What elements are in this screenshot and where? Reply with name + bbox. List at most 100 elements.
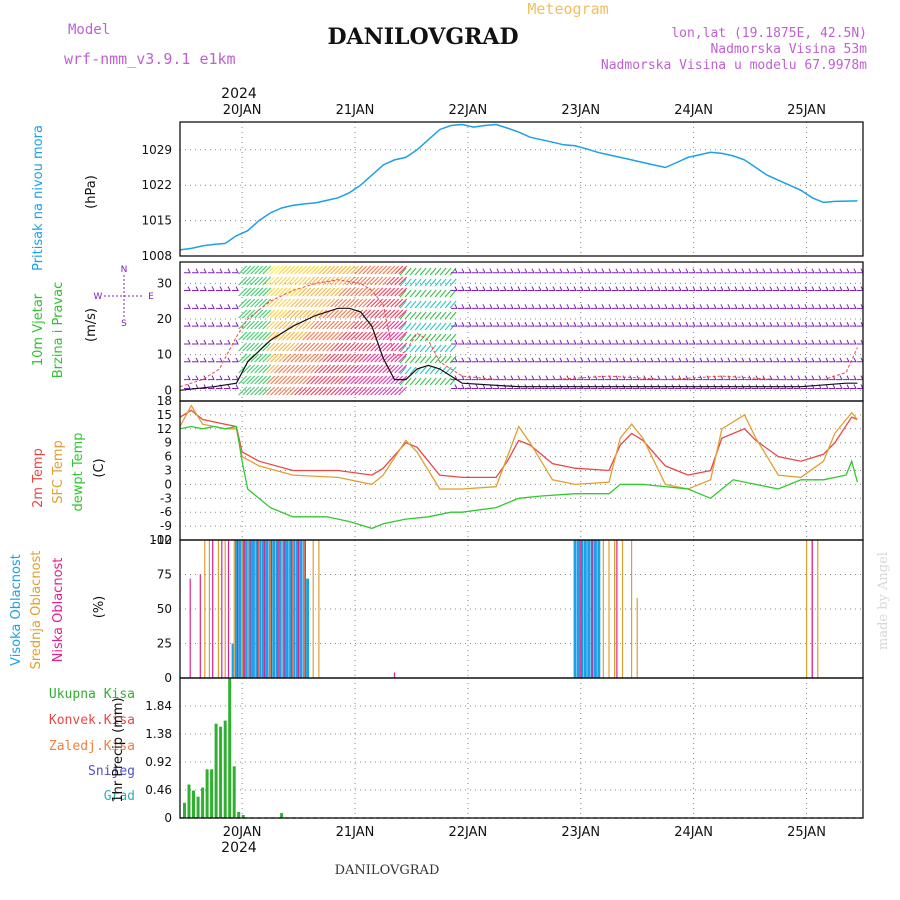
wind-barb-strong [266, 309, 276, 319]
wind-barb-strong [242, 353, 252, 363]
temp-tick-label: -9 [160, 519, 172, 533]
wind-barb-light [471, 357, 479, 363]
wind-barb-strong [374, 298, 384, 308]
wind-barb-light [513, 384, 521, 390]
precip-bar [205, 769, 209, 818]
cloud-bar [264, 540, 266, 678]
wind-barb-strong [354, 309, 364, 319]
wind-barb-strong [318, 386, 328, 396]
pressure-tick-label: 1022 [141, 178, 172, 192]
wind-barb-moderate [429, 377, 437, 386]
cloud-bar [583, 540, 587, 678]
wind-barb-light [200, 375, 207, 381]
wind-barb-light [184, 286, 191, 292]
wind-barb-light [527, 321, 535, 327]
wind-barb-light [541, 339, 549, 345]
wind-barb-light [184, 339, 191, 345]
wind-barb-light [492, 339, 500, 345]
wind-barb-strong [286, 320, 296, 330]
wind-barb-light [562, 286, 570, 292]
wind-barb-moderate [399, 333, 407, 342]
wind-barb-moderate [414, 344, 422, 353]
wind-barb-strong [346, 287, 356, 297]
wind-barb-light [667, 268, 675, 274]
wind-barb-strong [246, 320, 256, 330]
wind-barb-moderate [434, 377, 442, 386]
wind-barb-strong [330, 386, 340, 396]
wind-barb-strong [314, 364, 324, 374]
wind-barb-light [485, 304, 493, 309]
precip-bar [232, 766, 236, 818]
cloud-bar [258, 540, 262, 678]
wind-barb-light [450, 268, 458, 274]
wind-barb-strong [326, 287, 336, 297]
wind-barb-strong [386, 331, 396, 341]
wind-barb-strong [290, 298, 300, 308]
wind-barb-strong [322, 342, 332, 352]
wind-barb-strong [322, 386, 332, 396]
wind-barb-light [849, 268, 857, 274]
wind-barb-strong [398, 320, 408, 330]
wind-barb-light [653, 321, 661, 327]
wind-barb-light [499, 321, 507, 327]
wind-barb-light [492, 321, 500, 327]
wind-barb-moderate [439, 322, 447, 331]
cloud-bar [282, 540, 286, 678]
wind-barb-light [520, 268, 528, 274]
wind-barb-strong [262, 353, 272, 363]
pressure-tick-label: 1015 [141, 214, 172, 228]
wind-barb-light [506, 286, 514, 292]
wind-barb-strong [370, 364, 380, 374]
wind-barb-strong [242, 276, 252, 286]
wind-barb-strong [254, 265, 264, 275]
wind-barb-moderate [424, 333, 432, 342]
wind-barb-light [674, 268, 682, 274]
wind-barb-light [688, 321, 696, 327]
wind-barb-strong [286, 309, 296, 319]
wind-barb-strong [374, 265, 384, 275]
wind-barb-light [513, 286, 521, 292]
wind-barb-light [216, 304, 223, 309]
wind-tick-label: 30 [157, 276, 172, 290]
wind-barb-light [765, 375, 773, 381]
wind-barb-light [555, 304, 563, 309]
cloud-bar [593, 540, 597, 678]
wind-barb-strong [390, 331, 400, 341]
wind-barb-light [660, 339, 668, 345]
year-top: 2024 [221, 86, 257, 102]
pressure-tick-label: 1008 [141, 249, 172, 263]
wind-barb-light [464, 384, 472, 390]
wind-barb-light [835, 384, 843, 390]
wind-barb-strong [394, 287, 404, 297]
wind-barb-light [611, 339, 619, 345]
wind-barb-light [604, 321, 612, 327]
wind-barb-light [758, 357, 766, 363]
wind-barb-moderate [419, 267, 427, 276]
wind-barb-moderate [419, 300, 427, 309]
wind-barb-light [793, 375, 801, 381]
wind-barb-light [716, 357, 724, 363]
wind-barb-light [604, 375, 612, 381]
wind-barb-light [681, 304, 689, 309]
wind-barb-strong [350, 298, 360, 308]
wind-barb-light [618, 304, 626, 309]
wind-barb-light [478, 321, 486, 327]
wind-barb-light [814, 286, 822, 292]
wind-barb-strong [322, 320, 332, 330]
wind-barb-light [485, 384, 493, 390]
wind-barb-light [744, 304, 752, 309]
wind-barb-light [793, 384, 801, 390]
cloud-bar [199, 574, 201, 678]
wind-barb-strong [266, 364, 276, 374]
wind-barb-light [232, 357, 239, 363]
wind-barb-strong [270, 298, 280, 308]
wind-barb-strong [370, 265, 380, 275]
wind-barb-strong [350, 265, 360, 275]
wind-barb-light [842, 384, 850, 390]
wind-barb-strong [290, 364, 300, 374]
wind-barb-light [765, 304, 773, 309]
wind-barb-light [457, 286, 465, 292]
wind-barb-moderate [434, 311, 442, 320]
wind-barb-strong [334, 276, 344, 286]
wind-barb-moderate [424, 344, 432, 353]
